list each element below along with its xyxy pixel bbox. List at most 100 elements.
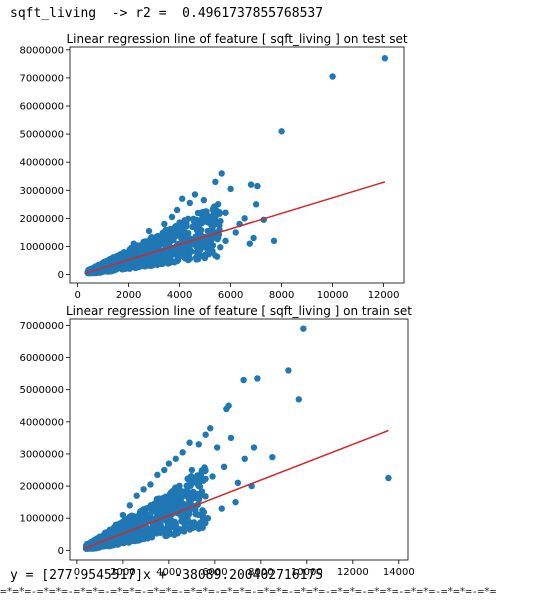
regression-line <box>83 429 389 550</box>
y-tick-label: 7000000 <box>19 321 64 332</box>
scatter-point-dense <box>171 531 178 539</box>
x-tick-label: 4000 <box>167 290 192 301</box>
y-tick-label: 6000000 <box>19 353 64 364</box>
scatter-point-dense <box>213 253 221 260</box>
scatter-point <box>173 206 181 214</box>
scatter-point <box>220 463 228 471</box>
x-tick-label: 2000 <box>116 290 141 301</box>
scatter-point <box>178 195 186 202</box>
x-tick-label: 2000 <box>110 567 135 578</box>
scatter-point <box>189 223 196 231</box>
scatter-point-dense <box>112 253 120 260</box>
scatter-point-dense <box>122 516 129 524</box>
scatter-point-dense <box>186 510 193 518</box>
scatter-point-dense <box>201 464 208 471</box>
scatter-point <box>140 260 148 267</box>
scatter-point <box>140 531 147 538</box>
scatter-point <box>147 481 154 488</box>
equation-output-line: y = [277.9545517]x + -38089.200402716175 <box>10 568 324 583</box>
scatter-point-dense <box>116 528 123 536</box>
scatter-point-dense <box>162 493 169 500</box>
scatter-point-dense <box>153 504 160 511</box>
scatter-point <box>165 460 173 467</box>
x-tick-label: 6000 <box>218 290 243 301</box>
scatter-point <box>295 396 302 403</box>
scatter-point <box>191 191 199 198</box>
scatter-point-dense <box>180 245 187 252</box>
scatter-point <box>213 444 221 451</box>
scatter-point <box>207 425 214 432</box>
scatter-point-dense <box>171 259 178 266</box>
scatter-point-dense <box>111 266 118 274</box>
scatter-point <box>241 455 248 462</box>
scatter-point-dense <box>203 215 211 223</box>
scatter-point <box>158 254 165 261</box>
y-tick-label: 5000000 <box>19 385 64 396</box>
scatter-point-dense <box>193 216 201 224</box>
y-tick-label: 1000000 <box>19 242 64 253</box>
scatter-point-dense <box>200 508 208 516</box>
scatter-point-dense <box>141 238 149 245</box>
scatter-point <box>168 213 176 221</box>
scatter-point <box>98 533 106 541</box>
scatter-point <box>222 237 229 245</box>
scatter-point <box>150 237 158 245</box>
scatter-point-dense <box>196 246 204 254</box>
scatter-point-dense <box>169 505 177 512</box>
scatter-point <box>250 444 258 451</box>
scatter-point-dense <box>207 236 214 244</box>
scatter-points <box>82 325 392 552</box>
scatter-point <box>222 209 229 216</box>
scatter-point <box>300 325 307 332</box>
y-tick-label: 2000000 <box>19 482 64 493</box>
scatter-point <box>167 518 175 525</box>
scatter-point-dense <box>99 543 107 550</box>
scatter-point <box>140 486 147 493</box>
regression-line <box>85 181 386 274</box>
y-tick-label: 5000000 <box>19 130 64 141</box>
scatter-point-dense <box>134 520 142 527</box>
y-tick-label: 7000000 <box>19 73 64 84</box>
scatter-point-dense <box>141 244 149 252</box>
y-tick-label: 8000000 <box>19 45 64 56</box>
scatter-point <box>112 521 120 528</box>
scatter-point <box>381 55 389 62</box>
scatter-point <box>209 473 216 480</box>
scatter-point-dense <box>195 496 203 503</box>
scatter-point-dense <box>176 227 183 234</box>
scatter-point <box>202 431 209 438</box>
scatter-point <box>385 474 392 482</box>
scatter-point <box>200 196 208 204</box>
scatter-point-dense <box>151 260 158 268</box>
scatter-point <box>252 201 260 208</box>
scatter-point <box>246 240 253 247</box>
scatter-point-dense <box>192 506 199 514</box>
y-tick-label: 4000000 <box>19 417 64 428</box>
scatter-point <box>161 220 168 228</box>
y-tick-label: 6000000 <box>19 102 64 113</box>
scatter-point-dense <box>209 249 216 256</box>
scatter-point <box>179 449 186 456</box>
scatter-point-dense <box>183 501 190 508</box>
x-tick-label: 4000 <box>156 567 181 578</box>
scatter-point <box>126 502 133 509</box>
scatter-point <box>254 182 261 190</box>
scatter-point <box>186 439 193 446</box>
scatter-point <box>186 199 194 207</box>
scatter-point <box>193 521 200 528</box>
scatter-point <box>204 246 211 253</box>
y-tick-label: 2000000 <box>19 214 64 225</box>
scatter-point-dense <box>164 227 171 235</box>
scatter-point <box>174 489 182 496</box>
axes-frame <box>69 318 409 561</box>
scatter-point-dense <box>214 235 221 243</box>
scatter-point-dense <box>167 252 174 260</box>
scatter-point <box>135 246 143 253</box>
axes-frame <box>69 46 405 284</box>
scatter-point-dense <box>202 475 209 483</box>
scatter-point <box>204 515 212 522</box>
scatter-point <box>171 232 178 239</box>
scatter-point-dense <box>148 524 155 532</box>
scatter-point <box>84 540 91 548</box>
scatter-points <box>84 55 389 277</box>
